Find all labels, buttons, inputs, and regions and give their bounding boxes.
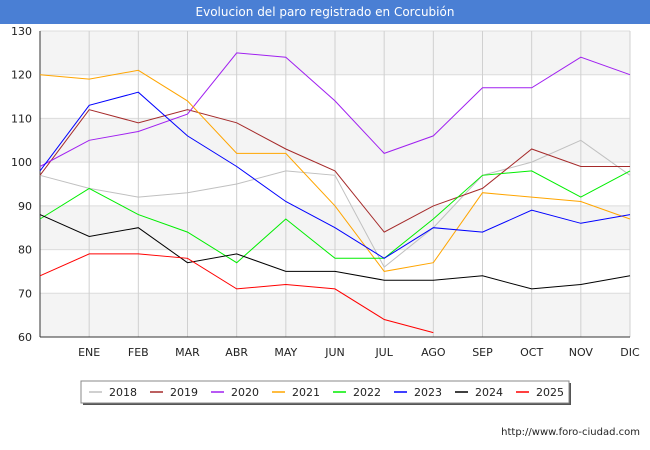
x-tick-label: SEP bbox=[472, 346, 493, 359]
title-bar bbox=[0, 0, 650, 24]
series-line-2024 bbox=[39, 214, 631, 290]
x-tick-label: MAR bbox=[175, 346, 200, 359]
x-tick-label: ABR bbox=[225, 346, 248, 359]
x-tick-label: ENE bbox=[78, 346, 100, 359]
x-tick-label: FEB bbox=[128, 346, 149, 359]
x-tick-label: NOV bbox=[569, 346, 594, 359]
y-tick-label: 110 bbox=[11, 112, 32, 125]
x-tick-label: OCT bbox=[520, 346, 543, 359]
x-tick-label: MAY bbox=[274, 346, 297, 359]
x-tick-label: DIC bbox=[620, 346, 640, 359]
legend-label-2020: 2020 bbox=[231, 386, 259, 399]
chart-title: Evolucion del paro registrado en Corcubi… bbox=[195, 5, 455, 19]
y-tick-label: 130 bbox=[11, 25, 32, 38]
y-tick-label: 60 bbox=[18, 331, 32, 344]
series-line-2018 bbox=[39, 139, 631, 268]
y-tick-label: 120 bbox=[11, 69, 32, 82]
x-tick-label: JUN bbox=[324, 346, 345, 359]
x-tick-label: AGO bbox=[421, 346, 446, 359]
legend-label-2023: 2023 bbox=[414, 386, 442, 399]
legend-label-2018: 2018 bbox=[109, 386, 137, 399]
x-tick-label: JUL bbox=[374, 346, 393, 359]
watermark-text: http://www.foro-ciudad.com bbox=[501, 427, 640, 438]
y-tick-label: 100 bbox=[11, 156, 32, 169]
legend-label-2021: 2021 bbox=[292, 386, 320, 399]
series-line-2019 bbox=[39, 109, 630, 233]
series-line-2020 bbox=[39, 52, 631, 167]
series-line-2022 bbox=[39, 170, 631, 264]
y-tick-label: 80 bbox=[18, 244, 32, 257]
legend-label-2024: 2024 bbox=[475, 386, 503, 399]
legend-label-2019: 2019 bbox=[170, 386, 198, 399]
series-line-2025 bbox=[39, 253, 434, 334]
y-tick-label: 90 bbox=[18, 200, 32, 213]
y-tick-label: 70 bbox=[18, 287, 32, 300]
series-line-2021 bbox=[39, 69, 631, 272]
legend-box bbox=[80, 380, 570, 404]
legend-label-2025: 2025 bbox=[536, 386, 564, 399]
legend-label-2022: 2022 bbox=[353, 386, 381, 399]
series-line-2023 bbox=[39, 91, 631, 259]
